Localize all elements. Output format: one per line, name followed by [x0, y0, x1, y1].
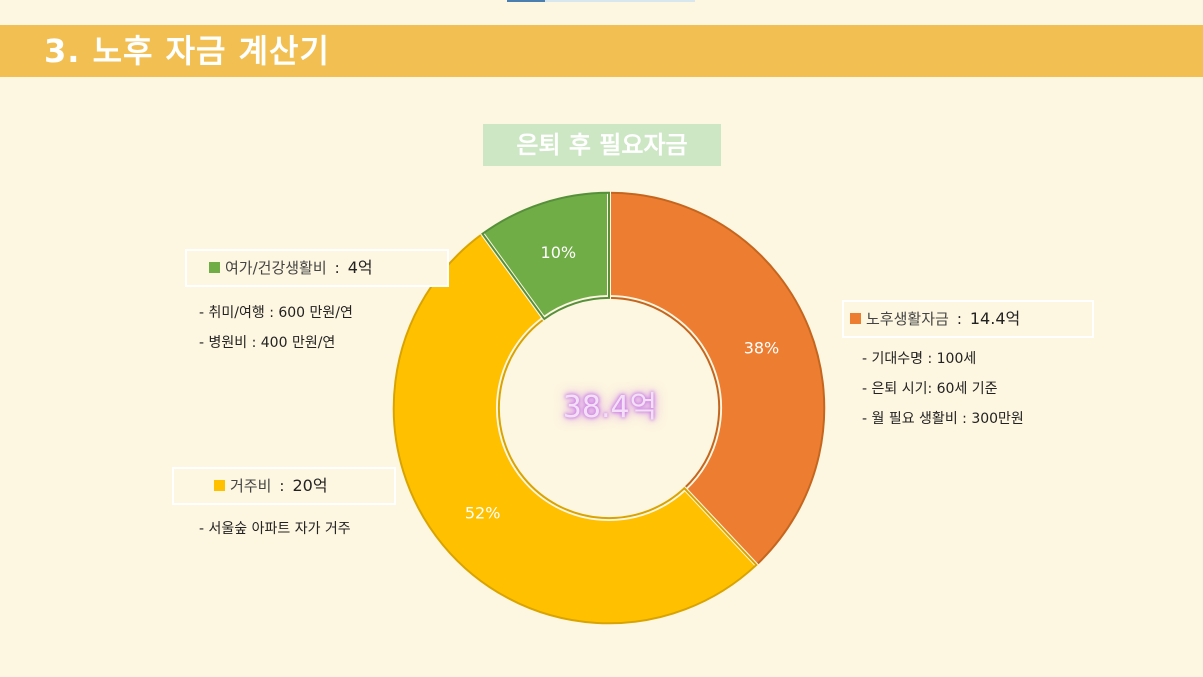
slice-percent-label: 10%: [541, 243, 577, 262]
detail-item: 서울숲 아파트 자가 거주: [199, 514, 351, 544]
legend-colon: :: [334, 259, 340, 277]
legend-amount: 20억: [292, 476, 328, 495]
details-housing: 서울숲 아파트 자가 거주: [199, 514, 351, 544]
legend-colon: :: [279, 477, 285, 495]
legend-amount: 14.4억: [969, 309, 1021, 328]
top-tab-accent: [507, 0, 545, 2]
chart-title: 은퇴 후 필요자금: [483, 124, 721, 166]
slice-percent-label: 52%: [465, 504, 501, 523]
legend-swatch: [209, 262, 220, 273]
donut-slice-outline: [608, 191, 826, 567]
slice-percent-label: 38%: [744, 339, 780, 358]
detail-item: 취미/여행 : 600 만원/연: [199, 298, 353, 328]
detail-item: 월 필요 생활비 : 300만원: [862, 404, 1024, 434]
legend-name: 노후생활자금: [866, 310, 949, 328]
header-bar: [0, 25, 1203, 77]
donut-slice-outline: [481, 191, 610, 321]
legend-item-leisure-health: 여가/건강생활비:4억: [185, 249, 449, 287]
legend-amount: 4억: [347, 258, 373, 277]
detail-item: 병원비 : 400 만원/연: [199, 328, 353, 358]
legend-name: 거주비: [230, 477, 272, 495]
legend-colon: :: [956, 310, 962, 328]
detail-item: 기대수명 : 100세: [862, 344, 1024, 374]
legend-item-retirement-living: 노후생활자금:14.4억: [842, 300, 1094, 338]
top-tab-indicator: [507, 0, 695, 2]
donut-slice: [607, 188, 828, 570]
legend-swatch: [850, 313, 861, 324]
legend-swatch: [214, 480, 225, 491]
legend-item-housing: 거주비:20억: [172, 467, 396, 505]
legend-name: 여가/건강생활비: [225, 259, 327, 277]
detail-item: 은퇴 시기: 60세 기준: [862, 374, 1024, 404]
details-leisure-health: 취미/여행 : 600 만원/연 병원비 : 400 만원/연: [199, 298, 353, 358]
page-title: 3. 노후 자금 계산기: [44, 32, 330, 70]
center-total-label: 38.4억: [562, 390, 658, 425]
details-retirement-living: 기대수명 : 100세 은퇴 시기: 60세 기준 월 필요 생활비 : 300…: [862, 344, 1024, 434]
